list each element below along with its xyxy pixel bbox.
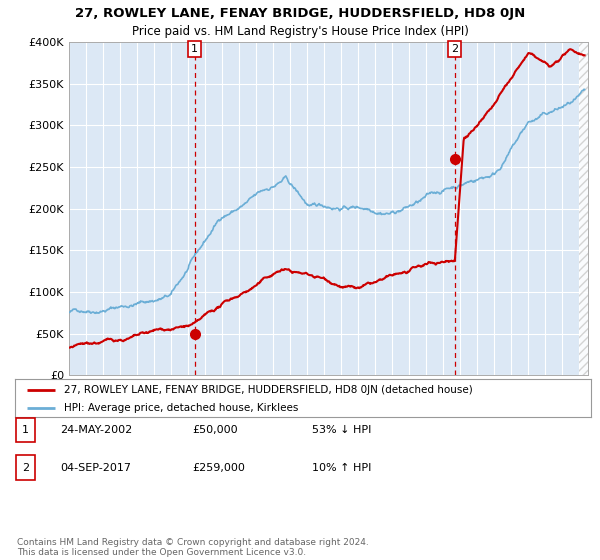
Polygon shape (580, 42, 588, 375)
Text: HPI: Average price, detached house, Kirklees: HPI: Average price, detached house, Kirk… (64, 403, 298, 413)
Text: £259,000: £259,000 (192, 463, 245, 473)
Text: Contains HM Land Registry data © Crown copyright and database right 2024.
This d: Contains HM Land Registry data © Crown c… (17, 538, 368, 557)
Text: 53% ↓ HPI: 53% ↓ HPI (312, 425, 371, 435)
Text: 2: 2 (451, 44, 458, 54)
Text: 27, ROWLEY LANE, FENAY BRIDGE, HUDDERSFIELD, HD8 0JN (detached house): 27, ROWLEY LANE, FENAY BRIDGE, HUDDERSFI… (64, 385, 473, 395)
Text: £50,000: £50,000 (192, 425, 238, 435)
Text: 10% ↑ HPI: 10% ↑ HPI (312, 463, 371, 473)
Text: Price paid vs. HM Land Registry's House Price Index (HPI): Price paid vs. HM Land Registry's House … (131, 25, 469, 38)
Text: 27, ROWLEY LANE, FENAY BRIDGE, HUDDERSFIELD, HD8 0JN: 27, ROWLEY LANE, FENAY BRIDGE, HUDDERSFI… (75, 7, 525, 20)
Text: 2: 2 (22, 463, 29, 473)
Text: 24-MAY-2002: 24-MAY-2002 (60, 425, 132, 435)
Text: 04-SEP-2017: 04-SEP-2017 (60, 463, 131, 473)
Text: 1: 1 (22, 425, 29, 435)
Text: 1: 1 (191, 44, 198, 54)
